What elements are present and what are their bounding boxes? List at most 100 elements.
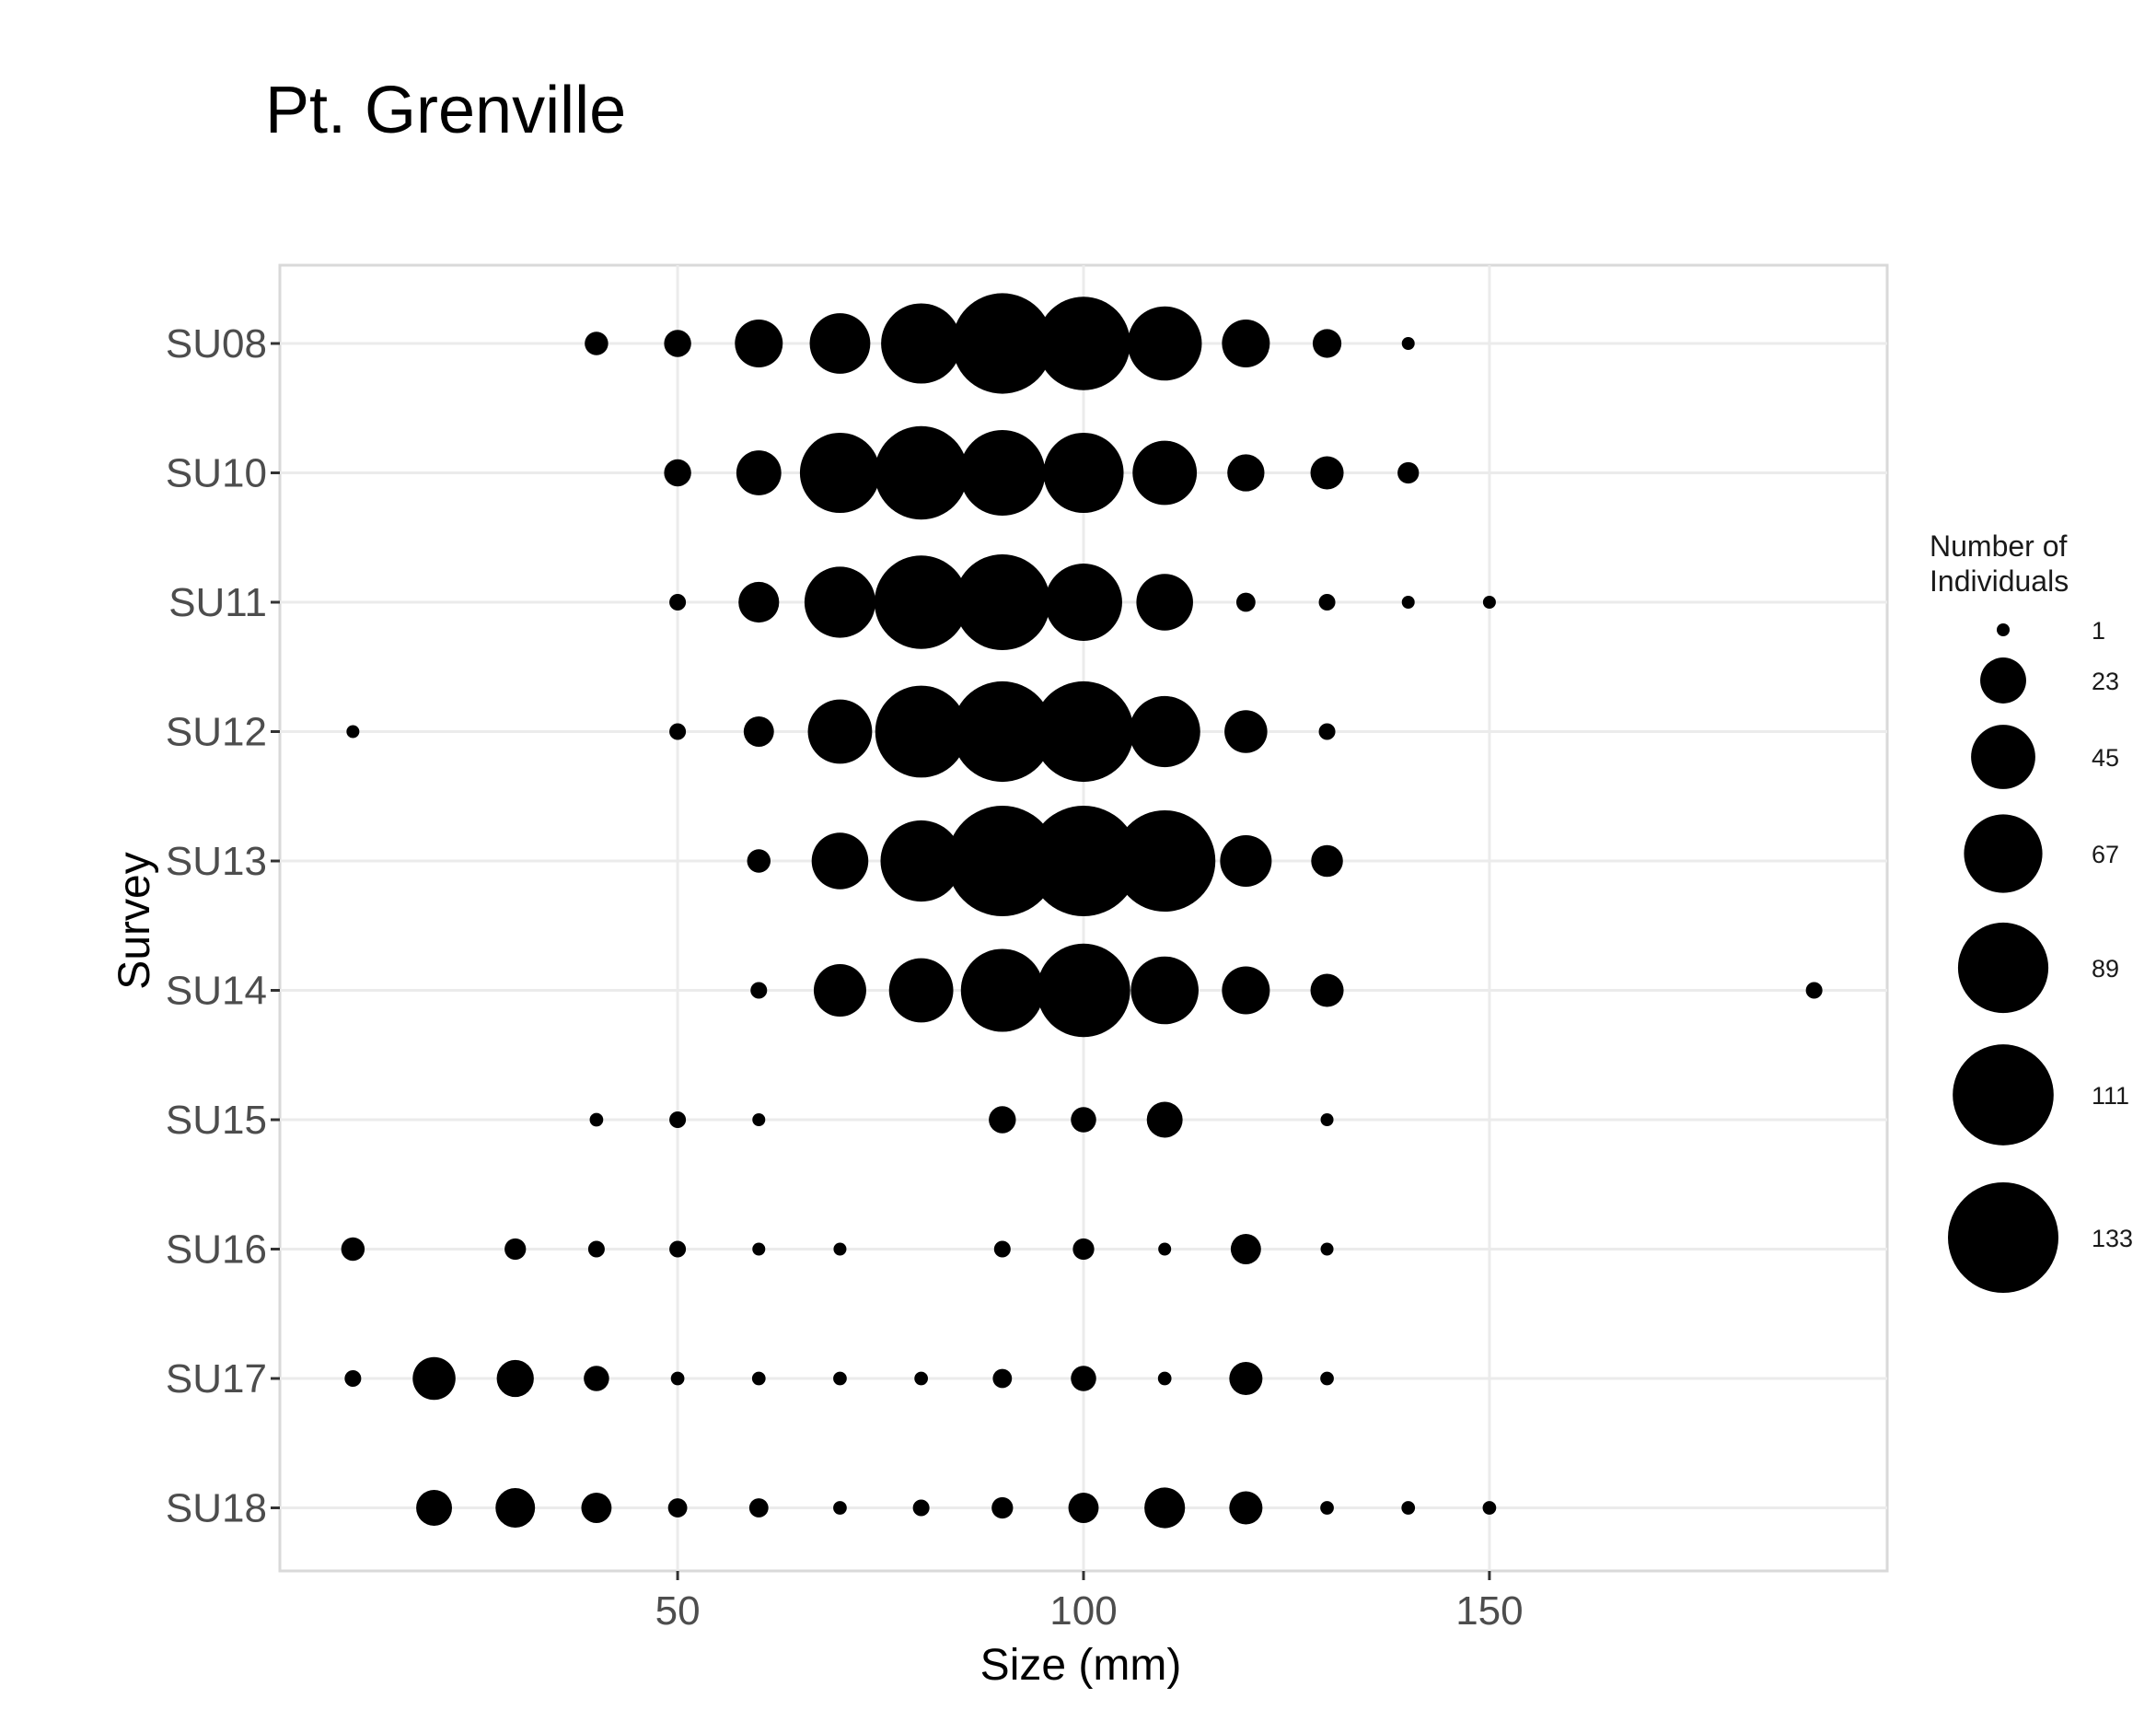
data-point (1130, 956, 1199, 1025)
data-point (496, 1359, 534, 1398)
data-point (1136, 574, 1193, 631)
data-point (747, 849, 771, 873)
data-point (912, 1499, 930, 1517)
data-point (1401, 337, 1415, 350)
data-point (1146, 1101, 1183, 1138)
data-point (811, 832, 869, 890)
data-point (664, 330, 691, 357)
data-point (743, 716, 774, 747)
legend-key (1948, 1182, 2058, 1293)
data-point (875, 685, 968, 778)
data-point (1229, 1491, 1263, 1525)
data-point (667, 1498, 688, 1518)
y-tick-label: SU12 (166, 710, 267, 755)
data-point (880, 820, 962, 902)
x-tick-label: 50 (655, 1588, 701, 1634)
data-point (1127, 306, 1202, 381)
data-point (664, 459, 691, 487)
legend-key (1971, 725, 2035, 789)
data-point (346, 725, 360, 739)
data-point (1235, 592, 1256, 612)
data-point (1222, 966, 1270, 1015)
data-point (1224, 710, 1268, 753)
data-point (874, 425, 968, 520)
legend-label: 111 (2092, 1082, 2129, 1110)
data-point (1033, 680, 1134, 783)
data-point (752, 1242, 766, 1256)
data-point (1229, 1361, 1263, 1396)
data-point (669, 593, 687, 611)
y-tick-label: SU15 (166, 1098, 267, 1143)
data-point (589, 1112, 604, 1127)
data-point (1144, 1487, 1186, 1529)
data-point (1401, 1501, 1416, 1515)
y-tick-label: SU10 (166, 451, 267, 496)
data-point (495, 1488, 536, 1528)
data-point (946, 806, 1058, 916)
y-tick-label: SU11 (168, 580, 267, 625)
data-point (809, 313, 871, 374)
data-point (416, 1490, 453, 1526)
data-point (1230, 1234, 1261, 1264)
data-point (833, 1501, 847, 1515)
data-point (1129, 695, 1200, 768)
data-point (1071, 1366, 1096, 1391)
data-point (738, 581, 780, 623)
data-point (581, 1493, 612, 1523)
data-point (341, 1237, 365, 1262)
x-tick-label: 150 (1455, 1588, 1523, 1634)
data-point (833, 1242, 847, 1256)
data-point (748, 1498, 769, 1518)
legend-key (1997, 623, 2010, 636)
data-point (1805, 982, 1823, 999)
data-point (344, 1369, 362, 1388)
legend-key (1980, 657, 2026, 704)
data-point (587, 1240, 605, 1258)
data-point (813, 964, 866, 1017)
data-point (1037, 943, 1130, 1038)
data-point (807, 699, 873, 764)
y-tick-label: SU13 (166, 839, 267, 884)
data-point (989, 1106, 1016, 1134)
y-tick-label: SU17 (166, 1356, 267, 1402)
data-point (1320, 1371, 1334, 1386)
data-point (799, 432, 880, 514)
data-point (960, 948, 1044, 1032)
data-point (1318, 723, 1336, 740)
data-point (585, 331, 609, 355)
legend-title: Individuals (1930, 564, 2069, 598)
data-point (1072, 1238, 1095, 1261)
data-point (670, 1371, 685, 1386)
legend-title: Number of (1930, 529, 2068, 563)
data-point (992, 1368, 1013, 1389)
data-point (669, 723, 687, 740)
data-point (1037, 297, 1130, 390)
data-point (952, 680, 1053, 783)
data-point (504, 1238, 527, 1261)
y-axis-title: Survey (110, 852, 159, 989)
data-point (736, 450, 782, 495)
data-point (1320, 1501, 1334, 1515)
legend-key (1957, 922, 2049, 1014)
data-point (1043, 432, 1124, 514)
data-point (914, 1371, 928, 1386)
data-point (874, 555, 968, 649)
data-point (991, 1496, 1014, 1519)
data-point (952, 293, 1053, 394)
data-point (1310, 973, 1344, 1007)
data-point (833, 1371, 847, 1386)
data-point (1320, 1242, 1334, 1256)
data-point (1158, 1242, 1172, 1256)
data-point (1310, 456, 1344, 490)
data-point (888, 958, 954, 1023)
x-tick-label: 100 (1049, 1588, 1117, 1634)
legend-key (1964, 814, 2043, 893)
legend-label: 45 (2092, 744, 2119, 772)
data-point (752, 1113, 766, 1126)
data-point (1114, 809, 1216, 913)
data-point (412, 1356, 456, 1401)
y-tick-label: SU08 (166, 321, 267, 366)
y-tick-label: SU16 (166, 1227, 267, 1273)
data-point (881, 303, 962, 384)
